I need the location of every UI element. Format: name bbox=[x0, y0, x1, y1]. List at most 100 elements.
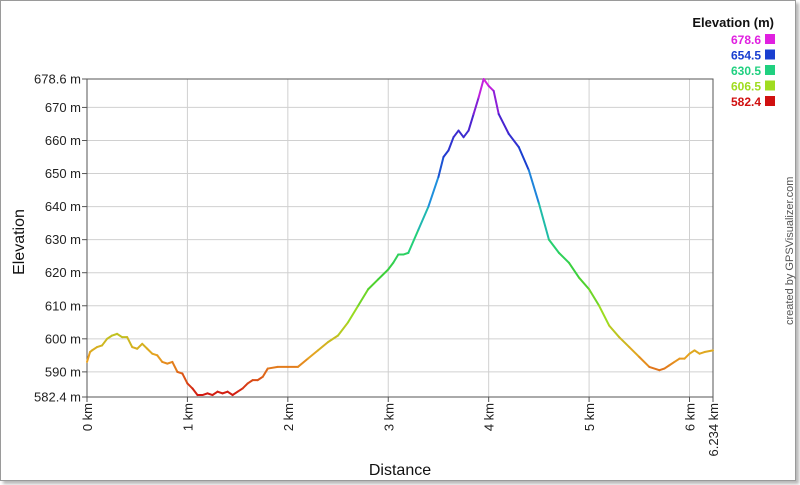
profile-segment bbox=[417, 205, 430, 231]
y-tick-label: 640 m bbox=[45, 199, 81, 214]
x-tick-label: 5 km bbox=[582, 403, 597, 431]
profile-segment bbox=[211, 390, 219, 397]
profile-segment bbox=[487, 84, 495, 92]
profile-segment bbox=[557, 251, 571, 264]
x-tick-label: 6.234 km bbox=[706, 403, 721, 456]
profile-segment bbox=[327, 334, 340, 344]
profile-segment bbox=[618, 336, 631, 349]
profile-segment bbox=[693, 349, 701, 355]
profile-segment bbox=[191, 387, 199, 397]
profile-segment bbox=[547, 238, 560, 254]
profile-segment bbox=[527, 169, 540, 205]
profile-segment bbox=[357, 288, 370, 307]
profile-segment bbox=[347, 304, 360, 324]
profile-segment bbox=[136, 342, 144, 350]
profile-segment bbox=[226, 390, 234, 397]
profile-segment bbox=[387, 261, 395, 271]
profile-segment bbox=[146, 347, 154, 355]
profile-segment bbox=[392, 253, 400, 264]
profile-segment bbox=[492, 89, 500, 116]
profile-segment bbox=[141, 342, 149, 350]
profile-segment bbox=[703, 349, 714, 354]
profile-segment bbox=[683, 352, 691, 360]
x-axis-ticks: 0 km 1 km 2 km 3 km 4 km 5 km 6 km 6.234 km bbox=[80, 397, 721, 456]
profile-segment bbox=[467, 113, 475, 132]
profile-segment bbox=[447, 136, 455, 152]
legend-entry-label: 606.5 bbox=[731, 80, 761, 94]
profile-segment bbox=[306, 349, 319, 360]
profile-segment bbox=[462, 129, 470, 139]
profile-segment bbox=[106, 334, 114, 340]
profile-segment bbox=[668, 360, 676, 367]
profile-segment bbox=[246, 379, 254, 385]
profile-segment bbox=[101, 337, 109, 347]
profile-segment bbox=[116, 332, 124, 339]
y-tick-label: 650 m bbox=[45, 166, 81, 181]
legend-entry-label: 630.5 bbox=[731, 64, 761, 78]
legend-entry-label: 582.4 bbox=[731, 95, 761, 109]
profile-segment bbox=[688, 349, 696, 355]
profile-segment bbox=[442, 149, 450, 159]
profile-segment bbox=[673, 357, 681, 363]
profile-segment bbox=[231, 390, 239, 397]
profile-segment bbox=[588, 288, 601, 307]
profile-segment bbox=[482, 78, 490, 87]
profile-segment bbox=[578, 276, 591, 291]
profile-segment bbox=[628, 346, 641, 359]
profile-segment bbox=[337, 321, 350, 337]
profile-segment bbox=[407, 228, 420, 254]
x-tick-label: 4 km bbox=[482, 403, 497, 431]
y-tick-label: 590 m bbox=[45, 364, 81, 379]
profile-segment bbox=[648, 365, 661, 372]
y-tick-label: 610 m bbox=[45, 298, 81, 313]
y-axis-title: Elevation bbox=[11, 209, 28, 275]
legend-swatch bbox=[765, 96, 775, 106]
y-tick-label: 660 m bbox=[45, 133, 81, 148]
profile-segment bbox=[537, 202, 550, 241]
profile-segment bbox=[638, 356, 651, 368]
profile-segment bbox=[452, 129, 460, 139]
x-tick-label: 2 km bbox=[281, 403, 296, 431]
profile-segment bbox=[517, 146, 530, 172]
profile-segment bbox=[437, 156, 445, 178]
profile-segment bbox=[507, 132, 520, 149]
x-axis-title: Distance bbox=[369, 462, 431, 479]
y-tick-label: 600 m bbox=[45, 331, 81, 346]
credit-text: created by GPSVisualizer.com bbox=[784, 177, 796, 325]
plot-border bbox=[86, 78, 714, 398]
profile-segment bbox=[91, 346, 99, 352]
plot-area bbox=[86, 78, 714, 398]
profile-segment bbox=[316, 341, 330, 352]
profile-segment bbox=[186, 382, 194, 390]
y-tick-label: 620 m bbox=[45, 265, 81, 280]
legend-swatch bbox=[765, 65, 775, 75]
grid-lines bbox=[86, 78, 714, 398]
profile-segment bbox=[472, 96, 480, 116]
profile-segment bbox=[367, 278, 380, 291]
legend-entry-label: 678.6 bbox=[731, 33, 761, 47]
profile-segment bbox=[86, 351, 92, 363]
profile-segment bbox=[236, 387, 244, 393]
profile-segment bbox=[256, 375, 264, 382]
profile-segment bbox=[126, 336, 134, 349]
profile-segment bbox=[497, 113, 510, 135]
y-tick-label: 670 m bbox=[45, 100, 81, 115]
x-tick-label: 1 km bbox=[180, 403, 195, 431]
profile-segment bbox=[377, 268, 390, 281]
profile-segment bbox=[608, 324, 621, 339]
profile-segment bbox=[296, 357, 309, 368]
x-tick-label: 6 km bbox=[683, 403, 698, 431]
profile-segment bbox=[568, 261, 581, 279]
x-tick-label: 3 km bbox=[381, 403, 396, 431]
legend-swatch bbox=[765, 80, 775, 91]
legend-swatch bbox=[765, 49, 775, 60]
legend-entry-label: 654.5 bbox=[731, 49, 761, 63]
profile-segment bbox=[598, 304, 611, 327]
profile-segment bbox=[171, 360, 179, 373]
y-tick-label: 582.4 m bbox=[34, 390, 81, 405]
profile-segment bbox=[266, 365, 279, 370]
profile-segment bbox=[181, 372, 189, 385]
profile-segment bbox=[477, 78, 485, 99]
